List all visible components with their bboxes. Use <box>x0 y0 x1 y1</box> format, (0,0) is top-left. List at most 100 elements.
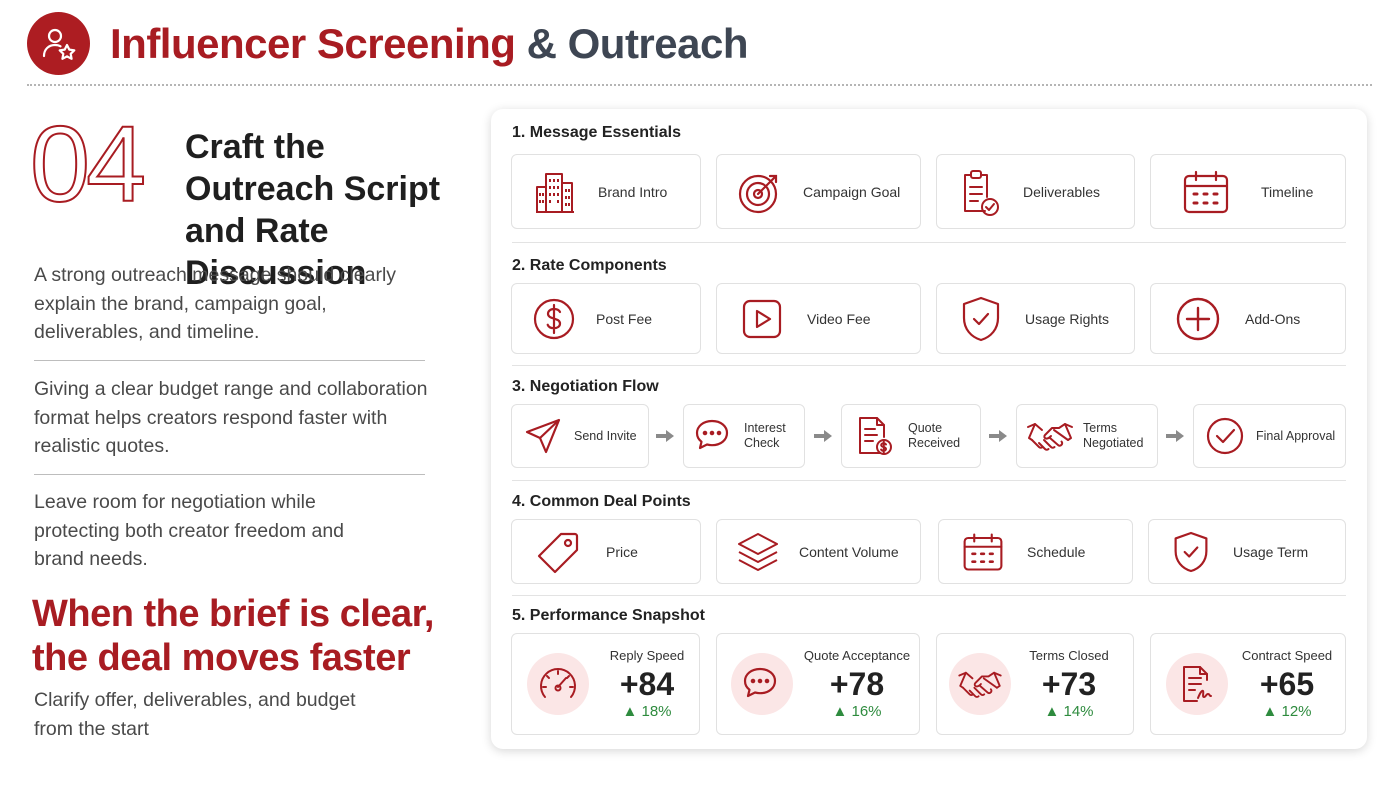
outreach-panel: 1. Message Essentials Brand Intro Campai… <box>491 109 1367 749</box>
flow-step-send-invite[interactable]: Send Invite <box>511 404 649 468</box>
metric-text: Contract Speed +65 ▲ 12% <box>1235 648 1339 720</box>
metric-terms-closed: Terms Closed +73 ▲ 14% <box>936 633 1134 735</box>
section-title-rates: 2. Rate Components <box>512 257 667 274</box>
metric-text: Reply Speed +84 ▲ 18% <box>600 648 694 720</box>
card-post-fee[interactable]: Post Fee <box>511 283 701 354</box>
page-title-main: Influencer Screening <box>110 20 516 67</box>
card-deliverables[interactable]: Deliverables <box>936 154 1135 229</box>
metric-delta: ▲ 16% <box>832 703 882 720</box>
speedometer-icon-wrap <box>512 653 604 715</box>
metric-delta: ▲ 14% <box>1044 703 1094 720</box>
flow-label: Final Approval <box>1256 428 1335 444</box>
step-title: Craft the Outreach Script and Rate Discu… <box>185 128 441 292</box>
metric-delta: ▲ 18% <box>622 703 672 720</box>
card-brand-intro[interactable]: Brand Intro <box>511 154 701 229</box>
metric-quote-acceptance: Quote Acceptance +78 ▲ 16% <box>716 633 920 735</box>
card-campaign-goal[interactable]: Campaign Goal <box>716 154 921 229</box>
chat-icon-wrap <box>717 653 807 715</box>
flow-label-line: Interest <box>744 421 786 435</box>
card-label: Content Volume <box>799 543 899 560</box>
card-add-ons[interactable]: Add-Ons <box>1150 283 1346 354</box>
dotted-divider <box>27 84 1372 86</box>
section-title-flow: 3. Negotiation Flow <box>512 378 659 395</box>
metric-text: Quote Acceptance +78 ▲ 16% <box>797 648 917 720</box>
divider <box>34 474 425 475</box>
tagline-line-1: When the brief is clear, <box>32 593 434 635</box>
card-content-volume[interactable]: Content Volume <box>716 519 921 584</box>
arrow-right-icon <box>989 430 1007 442</box>
flow-step-interest-check[interactable]: Interest Check <box>683 404 805 468</box>
card-video-fee[interactable]: Video Fee <box>716 283 921 354</box>
card-label: Usage Rights <box>1025 310 1110 327</box>
plus-circle-icon <box>1151 296 1245 342</box>
shield-check-icon <box>1149 530 1233 574</box>
dollar-icon <box>512 297 596 341</box>
flow-label-line: Check <box>744 436 780 450</box>
flow-label-line: Send Invite <box>574 429 637 443</box>
card-price[interactable]: Price <box>511 519 701 584</box>
calendar-icon <box>939 531 1027 573</box>
flow-label: Send Invite <box>574 428 637 444</box>
contract-icon-wrap <box>1151 653 1243 715</box>
flow-step-quote-received[interactable]: Quote Received <box>841 404 981 468</box>
metric-reply-speed: Reply Speed +84 ▲ 18% <box>511 633 700 735</box>
play-icon <box>717 297 807 341</box>
header: Influencer Screening & Outreach <box>0 0 1400 90</box>
section-title-deal: 4. Common Deal Points <box>512 493 691 510</box>
flow-label-line: Terms <box>1083 421 1118 435</box>
card-label: Timeline <box>1261 183 1314 200</box>
arrow-right-icon <box>656 430 674 442</box>
flow-label: Terms Negotiated <box>1083 421 1143 451</box>
contract-icon <box>1166 653 1228 715</box>
metric-label: Terms Closed <box>1029 648 1109 663</box>
card-schedule[interactable]: Schedule <box>938 519 1133 584</box>
building-icon <box>512 169 598 215</box>
section-divider <box>512 595 1346 596</box>
card-label: Usage Term <box>1233 543 1309 560</box>
card-label: Deliverables <box>1023 183 1101 200</box>
handshake-icon-wrap <box>937 653 1023 715</box>
metric-value: +73 <box>1041 666 1097 702</box>
section-divider <box>512 242 1346 243</box>
card-usage-rights[interactable]: Usage Rights <box>936 283 1135 354</box>
page-title: Influencer Screening & Outreach <box>110 20 749 68</box>
card-timeline[interactable]: Timeline <box>1150 154 1346 229</box>
card-label: Brand Intro <box>598 183 668 200</box>
metric-value: +65 <box>1259 666 1315 702</box>
paragraph-2: Giving a clear budget range and collabor… <box>34 378 428 457</box>
chat-icon <box>684 417 744 455</box>
clipboard-check-icon <box>937 167 1023 217</box>
chat-icon <box>731 653 793 715</box>
divider <box>34 360 425 361</box>
tag-icon <box>512 530 606 574</box>
send-icon <box>512 417 574 455</box>
card-label: Campaign Goal <box>803 183 901 200</box>
flow-label-line: Quote <box>908 421 943 435</box>
check-circle-icon <box>1194 416 1256 456</box>
metric-label: Contract Speed <box>1241 648 1333 663</box>
card-label: Price <box>606 543 638 560</box>
arrow-right-icon <box>814 430 832 442</box>
speedometer-icon <box>527 653 589 715</box>
calendar-icon <box>1151 168 1261 216</box>
flow-label-line: Final Approval <box>1256 429 1336 443</box>
card-label: Post Fee <box>596 310 653 327</box>
section-title-essentials: 1. Message Essentials <box>512 124 681 141</box>
handshake-icon <box>1017 419 1083 453</box>
card-label: Add-Ons <box>1245 310 1301 327</box>
metric-delta: ▲ 12% <box>1262 703 1312 720</box>
flow-label: Quote Received <box>908 421 960 451</box>
handshake-icon <box>949 653 1011 715</box>
card-label: Video Fee <box>807 310 871 327</box>
flow-step-terms-negotiated[interactable]: Terms Negotiated <box>1016 404 1158 468</box>
flow-label-line: Received <box>908 436 961 450</box>
flow-step-final-approval[interactable]: Final Approval <box>1193 404 1346 468</box>
shield-check-icon <box>937 295 1025 343</box>
tagline-line-2: the deal moves faster <box>32 637 411 679</box>
target-icon <box>717 168 803 216</box>
paragraph-3: Leave room for negotiation while protect… <box>34 491 345 570</box>
metric-label: Quote Acceptance <box>803 648 911 663</box>
card-usage-term[interactable]: Usage Term <box>1148 519 1346 584</box>
metric-value: +84 <box>619 666 675 702</box>
page-title-secondary: & Outreach <box>526 20 749 67</box>
